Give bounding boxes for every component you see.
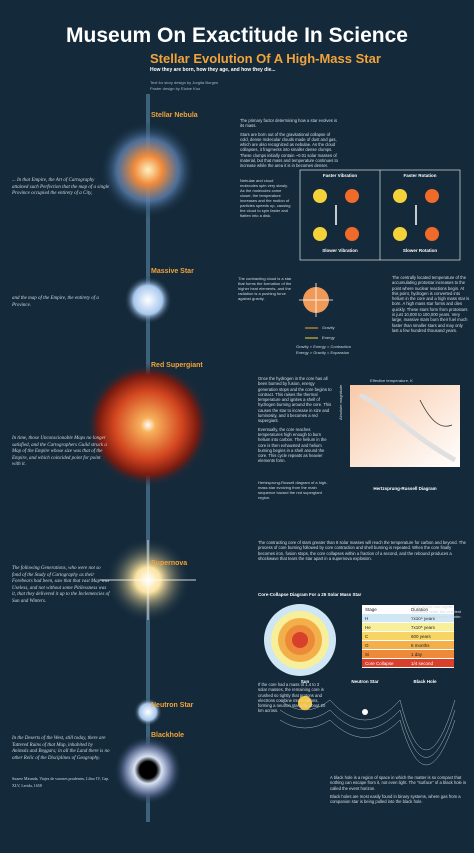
table-row: He 7x10⁵ years xyxy=(362,622,454,632)
cell: O xyxy=(362,640,408,650)
paragraph: Eventually, the core reaches temperature… xyxy=(258,426,327,464)
credit: Poster design by Elaine Koo xyxy=(150,86,201,91)
quote: In the Deserts of the West, still today,… xyxy=(12,736,110,761)
remnant-label: Sun xyxy=(300,679,310,684)
paragraph: If the core had a mass of 1.4 to 3 solar… xyxy=(258,682,326,714)
rule: Gravity > Energy = Contraction xyxy=(296,344,351,349)
subtitle: Stellar Evolution Of A High-Mass Star xyxy=(150,51,381,66)
tagline: How they are born, how they age, and how… xyxy=(150,67,276,73)
table-row: Core Collapse 1/4 second xyxy=(362,658,454,668)
paragraph: Once the hydrogen in the core has all be… xyxy=(258,376,332,424)
title: Museum On Exactitude In Science xyxy=(66,24,408,47)
rule: Energy > Gravity = Expansion xyxy=(296,350,350,355)
stage-label: Red Supergiant xyxy=(151,362,203,369)
paragraph: A black hole is a region of space in whi… xyxy=(330,775,467,791)
quote: ... In that Empire, the Art of Cartograp… xyxy=(12,178,110,196)
table-row: Si 1 day xyxy=(362,649,454,659)
quote: and the map of the Empire, the entirety … xyxy=(12,296,99,308)
stage-label: Stellar Nebula xyxy=(151,112,198,119)
paragraph: The primary factor determining how a sta… xyxy=(240,118,338,129)
quote: In time, those Unconscionable Maps no lo… xyxy=(12,436,107,467)
table-row: H 7x10⁶ years xyxy=(362,613,454,623)
cell: Si xyxy=(362,649,408,659)
citation: Suarez Miranda, Viajes de varones pruden… xyxy=(12,776,110,788)
cell: C xyxy=(362,631,408,641)
diagram-label: Faster Vibration xyxy=(322,173,358,178)
cell: 1 day xyxy=(408,649,454,659)
stage-label: Blackhole xyxy=(151,732,185,739)
diagram-label: Slower Vibration xyxy=(322,248,358,253)
cell: 7x10⁶ years xyxy=(408,613,454,623)
note: Inner shells burn lighter elements while… xyxy=(412,604,462,619)
cell: H xyxy=(362,613,408,623)
note: The contracting cloud is a star that for… xyxy=(238,276,292,301)
cell: He xyxy=(362,622,408,632)
paragraph: Black holes are most easily found in bin… xyxy=(330,793,461,805)
stage-text: The primary factor determining how a sta… xyxy=(240,118,340,172)
table-header: Stage Duration xyxy=(362,605,454,614)
cell: 1/4 second xyxy=(408,658,454,668)
legend-item: Gravity xyxy=(322,325,335,330)
stage-text: If the core had a mass of 1.4 to 3 solar… xyxy=(258,682,328,717)
remnant-label: Black Hole xyxy=(413,679,437,684)
cell: Stage xyxy=(362,605,408,614)
credit: Text for story design by Jurgita Borgen xyxy=(150,80,219,85)
diagram-title: Core-Collapse Diagram For a 25 Solar Mas… xyxy=(258,592,362,597)
core-collapse-table: Stage Duration H 7x10⁶ years He 7x10⁵ years… xyxy=(362,605,454,668)
stage-text: The centrally located temperature of the… xyxy=(392,275,470,336)
cell: 7x10⁵ years xyxy=(408,622,454,632)
stage-label: Massive Star xyxy=(151,268,194,275)
note: Nebulae and cloud molecules spin very sl… xyxy=(240,178,291,218)
paragraph: The contracting core of stars greater th… xyxy=(258,540,467,561)
axis-label: Absolute magnitude xyxy=(338,384,343,420)
cell: 6 months xyxy=(408,640,454,650)
remnant-label: Neutron Star xyxy=(351,679,379,684)
axis-label: Effective temperature, K xyxy=(370,378,413,383)
cell: Core Collapse xyxy=(362,658,408,668)
stage-text: Once the hydrogen in the core has all be… xyxy=(258,376,334,467)
stage-label: Supernova xyxy=(151,560,188,567)
diagram-title: Hertzsprung-Russell Diagram xyxy=(373,486,437,491)
stage-text: The contracting core of stars greater th… xyxy=(258,540,468,564)
note: Hertzsprung-Russell diagram of a high-ma… xyxy=(258,480,328,500)
paragraph: Stars are born out of the gravitational … xyxy=(240,131,338,169)
stage-text: A black hole is a region of space in whi… xyxy=(330,775,468,807)
paragraph: The centrally located temperature of the… xyxy=(392,275,470,333)
cell: Duration xyxy=(408,605,454,614)
legend-item: Energy xyxy=(322,335,335,340)
stage-label: Neutron Star xyxy=(151,702,194,709)
cell: 600 years xyxy=(408,631,454,641)
diagram-label: Faster Rotation xyxy=(403,173,437,178)
table-row: C 600 years xyxy=(362,631,454,641)
diagram-label: Slower Rotation xyxy=(402,248,438,253)
quote: The following Generations, who were not … xyxy=(12,566,110,604)
